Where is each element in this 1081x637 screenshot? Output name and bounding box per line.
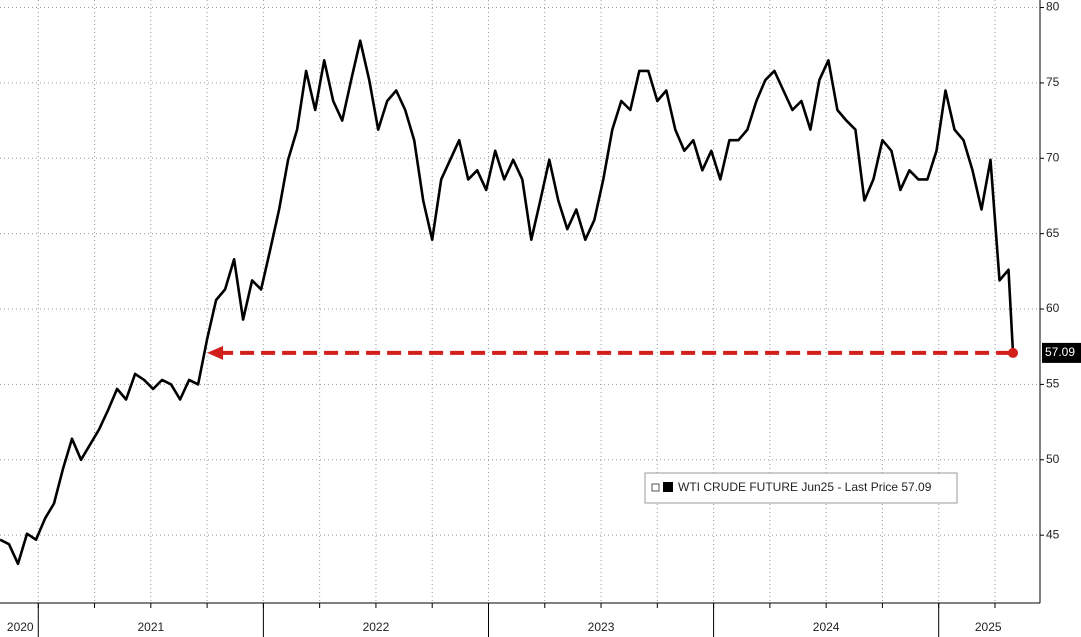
x-tick-label: 2021 [137, 620, 164, 634]
y-tick-label: 75 [1046, 75, 1060, 89]
legend-label: WTI CRUDE FUTURE Jun25 - Last Price 57.0… [678, 480, 932, 494]
x-tick-label: 2020 [7, 620, 34, 634]
y-tick-label: 50 [1046, 452, 1060, 466]
last-price-tag [1042, 342, 1081, 363]
x-tick-label: 2024 [813, 620, 840, 634]
y-tick-label: 70 [1046, 150, 1060, 164]
y-tick-label: 45 [1046, 527, 1060, 541]
y-tick-label: 80 [1046, 0, 1060, 14]
arrow-head [207, 345, 224, 360]
y-tick-label: 55 [1046, 377, 1060, 391]
legend-box [644, 472, 958, 504]
y-tick-label: 60 [1046, 301, 1060, 315]
x-tick-label: 2025 [975, 620, 1002, 634]
legend: WTI CRUDE FUTURE Jun25 - Last Price 57.0… [644, 472, 958, 504]
last-price-dot [1007, 347, 1018, 358]
legend-swatch [663, 482, 673, 492]
last-price-tag-label: 57.09 [1045, 345, 1075, 359]
x-tick-label: 2022 [363, 620, 390, 634]
y-tick-label: 65 [1046, 226, 1060, 240]
legend-expander [651, 483, 660, 492]
price-line [0, 39, 1015, 566]
x-tick-label: 2023 [588, 620, 615, 634]
